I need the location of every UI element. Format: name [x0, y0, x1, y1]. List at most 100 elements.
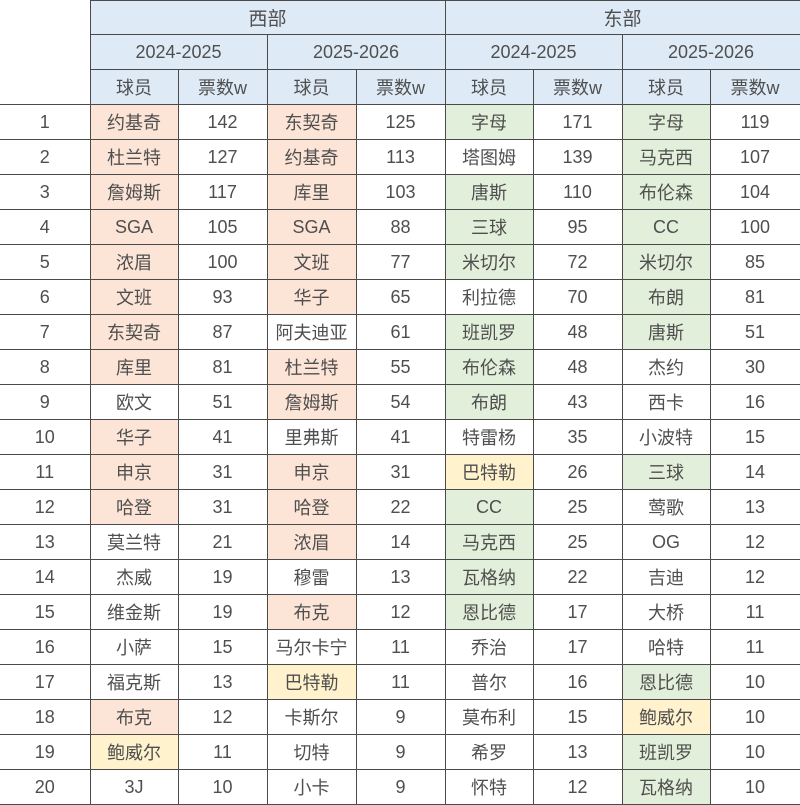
rank-cell: 1 — [0, 104, 91, 140]
player-cell: 哈登 — [266, 489, 357, 525]
player-cell: 库里 — [89, 349, 179, 385]
votes-cell: 100 — [177, 244, 268, 280]
player-cell: 申京 — [89, 454, 179, 490]
east-season-2024-2025: 2024-2025 — [444, 34, 623, 70]
player-cell: 大桥 — [621, 594, 711, 630]
table-row: 17 福克斯 13 巴特勒 11 普尔 16 恩比德 10 — [0, 664, 800, 700]
table-row: 7 东契奇 87 阿夫迪亚 61 班凯罗 48 唐斯 51 — [0, 314, 800, 350]
votes-cell: 77 — [355, 244, 446, 280]
votes-cell: 65 — [355, 279, 446, 315]
rank-cell: 6 — [0, 279, 91, 315]
player-cell: 约基奇 — [266, 139, 357, 175]
votes-cell: 13 — [177, 664, 268, 700]
votes-cell: 105 — [177, 209, 268, 245]
player-column-header: 球员 — [89, 69, 179, 105]
conference-header-row: 西部 东部 — [0, 0, 800, 105]
table-row: 6 文班 93 华子 65 利拉德 70 布朗 81 — [0, 279, 800, 315]
votes-cell: 16 — [709, 384, 800, 420]
column-header-row: 球员 票数w 球员 票数w 球员 票数w 球员 票数w — [0, 69, 800, 105]
player-cell: 特雷杨 — [444, 419, 534, 455]
player-cell: 文班 — [89, 279, 179, 315]
votes-cell: 95 — [532, 209, 623, 245]
player-cell: SGA — [266, 209, 357, 245]
votes-column-header: 票数w — [177, 69, 268, 105]
votes-cell: 26 — [532, 454, 623, 490]
player-cell: 马克西 — [444, 524, 534, 560]
votes-cell: 11 — [709, 629, 800, 665]
votes-cell: 35 — [532, 419, 623, 455]
player-cell: 马克西 — [621, 139, 711, 175]
player-cell: 普尔 — [444, 664, 534, 700]
player-cell: 小卡 — [266, 769, 357, 805]
player-cell: 瓦格纳 — [444, 559, 534, 595]
player-column-header: 球员 — [266, 69, 357, 105]
player-cell: 3J — [89, 769, 179, 805]
player-cell: 东契奇 — [89, 314, 179, 350]
player-cell: 浓眉 — [89, 244, 179, 280]
votes-cell: 54 — [355, 384, 446, 420]
votes-cell: 25 — [532, 524, 623, 560]
votes-cell: 31 — [177, 489, 268, 525]
player-cell: SGA — [89, 209, 179, 245]
table-row: 9 欧文 51 詹姆斯 54 布朗 43 西卡 16 — [0, 384, 800, 420]
votes-cell: 41 — [355, 419, 446, 455]
votes-cell: 30 — [709, 349, 800, 385]
player-cell: 华子 — [266, 279, 357, 315]
player-cell: 鲍威尔 — [89, 734, 179, 770]
player-column-header: 球员 — [444, 69, 534, 105]
votes-cell: 43 — [532, 384, 623, 420]
player-cell: 小波特 — [621, 419, 711, 455]
votes-cell: 51 — [177, 384, 268, 420]
player-cell: 塔图姆 — [444, 139, 534, 175]
votes-cell: 11 — [355, 664, 446, 700]
votes-cell: 12 — [709, 559, 800, 595]
player-cell: 布伦森 — [621, 174, 711, 210]
votes-cell: 17 — [532, 594, 623, 630]
table-row: 1 约基奇 142 东契奇 125 字母 171 字母 119 — [0, 104, 800, 140]
votes-cell: 10 — [709, 769, 800, 805]
votes-cell: 88 — [355, 209, 446, 245]
player-cell: 西卡 — [621, 384, 711, 420]
rank-cell: 18 — [0, 699, 91, 735]
table-row: 5 浓眉 100 文班 77 米切尔 72 米切尔 85 — [0, 244, 800, 280]
season-header-row: 2024-2025 2025-2026 2024-2025 2025-2026 — [0, 34, 800, 70]
player-cell: 米切尔 — [444, 244, 534, 280]
player-cell: 约基奇 — [89, 104, 179, 140]
west-season-2025-2026: 2025-2026 — [266, 34, 446, 70]
rank-cell: 13 — [0, 524, 91, 560]
votes-cell: 10 — [709, 734, 800, 770]
player-cell: 杜兰特 — [89, 139, 179, 175]
votes-cell: 12 — [709, 524, 800, 560]
player-cell: 福克斯 — [89, 664, 179, 700]
player-cell: 莫兰特 — [89, 524, 179, 560]
player-cell: 班凯罗 — [621, 734, 711, 770]
votes-cell: 19 — [177, 559, 268, 595]
table-row: 13 莫兰特 21 浓眉 14 马克西 25 OG 12 — [0, 524, 800, 560]
player-cell: 巴特勒 — [444, 454, 534, 490]
table-row: 2 杜兰特 127 约基奇 113 塔图姆 139 马克西 107 — [0, 139, 800, 175]
player-cell: 切特 — [266, 734, 357, 770]
west-conference-header: 西部 — [89, 0, 446, 35]
votes-cell: 10 — [709, 664, 800, 700]
player-cell: 希罗 — [444, 734, 534, 770]
rank-cell: 16 — [0, 629, 91, 665]
east-season-2025-2026: 2025-2026 — [621, 34, 800, 70]
votes-cell: 22 — [532, 559, 623, 595]
player-cell: 莫布利 — [444, 699, 534, 735]
player-cell: 杜兰特 — [266, 349, 357, 385]
votes-cell: 110 — [532, 174, 623, 210]
rank-cell: 15 — [0, 594, 91, 630]
player-cell: 杰威 — [89, 559, 179, 595]
player-cell: 詹姆斯 — [89, 174, 179, 210]
player-cell: CC — [621, 209, 711, 245]
player-cell: 恩比德 — [444, 594, 534, 630]
votes-cell: 13 — [709, 489, 800, 525]
player-cell: 鲍威尔 — [621, 699, 711, 735]
votes-column-header: 票数w — [355, 69, 446, 105]
player-cell: 三球 — [444, 209, 534, 245]
votes-cell: 70 — [532, 279, 623, 315]
votes-cell: 10 — [709, 699, 800, 735]
player-cell: 乔治 — [444, 629, 534, 665]
player-cell: 欧文 — [89, 384, 179, 420]
